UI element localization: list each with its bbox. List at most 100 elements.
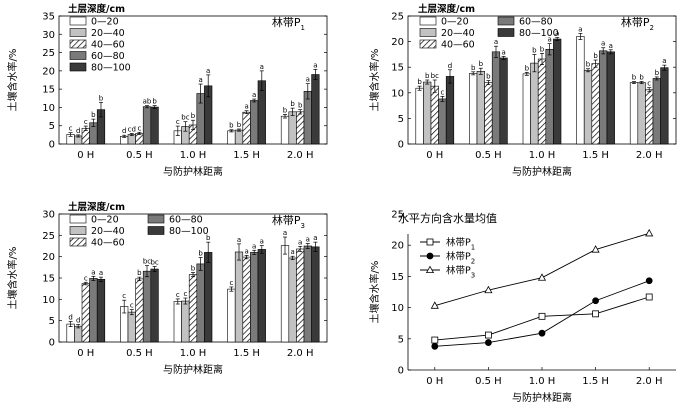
legend-label: 林带P1	[446, 237, 475, 252]
bar	[234, 129, 244, 145]
significance-label: a	[244, 247, 248, 255]
legend-label: 40—60	[91, 238, 125, 249]
y-tick-label: 35	[42, 12, 55, 23]
bar	[476, 70, 485, 145]
bar	[576, 36, 585, 145]
point-triangle	[591, 245, 600, 253]
significance-label: c	[176, 291, 180, 299]
bar	[74, 325, 83, 343]
bar	[89, 278, 98, 343]
x-tick-label: 1.0 H	[180, 348, 207, 359]
x-axis-title: 与防护林距离	[512, 165, 572, 178]
significance-label: c	[183, 290, 187, 298]
legend-swatch	[497, 16, 515, 26]
bar	[227, 130, 236, 145]
bar	[250, 252, 259, 343]
bar	[150, 268, 159, 343]
x-tick-label: 0 H	[77, 150, 94, 161]
significance-label: a	[260, 63, 264, 71]
legend-label: 林带P2	[446, 251, 475, 266]
bar	[227, 288, 236, 343]
point-circle	[484, 339, 492, 346]
y-tick-label: 25	[42, 48, 55, 59]
chart-panel-1: 0 5 10 15 20 25 30 35 0 H 0.5 H 1.0 H 1.5 H 2.0 H 与防护…	[6, 3, 328, 178]
point-square	[645, 293, 653, 301]
significance-label: bc	[150, 258, 158, 266]
significance-label: b	[206, 234, 211, 242]
legend-title: 土层深度/cm	[68, 201, 125, 213]
bar	[188, 274, 198, 343]
significance-label: a	[237, 236, 241, 244]
legend-swatch	[69, 214, 87, 224]
x-tick-label: 1.5 H	[233, 348, 260, 359]
significance-label: b	[229, 122, 234, 130]
significance-label: a	[198, 76, 202, 84]
bar	[311, 246, 320, 343]
bar	[545, 48, 554, 145]
bar	[423, 81, 432, 145]
significance-label: a	[662, 57, 666, 65]
significance-label: b	[540, 45, 545, 53]
legend-label: 0—20	[91, 215, 119, 226]
significance-label: b	[586, 61, 591, 69]
legend-title: 土层深度/cm	[68, 3, 125, 15]
legend-label: 20—40	[441, 28, 475, 39]
legend-swatch	[69, 39, 87, 49]
significance-label: a	[244, 103, 248, 111]
panel-title: 林带P3	[272, 213, 305, 230]
legend-swatch	[69, 51, 87, 60]
y-tick-label: 20	[42, 66, 55, 77]
bar	[242, 256, 251, 343]
bar	[142, 270, 152, 343]
bar	[522, 73, 531, 145]
significance-label: b	[290, 100, 295, 108]
x-tick-label: 2.0 H	[636, 376, 663, 387]
bar	[296, 248, 305, 343]
significance-label: b	[298, 102, 303, 110]
bar	[150, 106, 159, 145]
point-circle	[592, 297, 599, 305]
significance-label: b	[191, 112, 196, 120]
y-axis-title: 土壤含水率/%	[368, 49, 381, 112]
panel-title: 水平方向含水量均值	[398, 211, 497, 225]
significance-label: b	[237, 121, 242, 129]
bar	[311, 74, 320, 145]
significance-label: b	[532, 46, 537, 54]
x-tick-label: 1.0 H	[529, 376, 556, 387]
x-tick-label: 0 H	[426, 150, 443, 161]
significance-label: a	[306, 76, 310, 84]
y-tick-label: 10	[391, 303, 404, 314]
y-tick-label: 25	[42, 231, 55, 242]
bar	[491, 51, 501, 145]
bar	[96, 278, 106, 343]
y-tick-label: 15	[42, 274, 55, 285]
significance-label: b	[479, 60, 484, 68]
y-tick-label: 0	[398, 140, 404, 151]
bar	[583, 69, 593, 145]
legend-swatch	[69, 28, 87, 37]
legend-swatch	[419, 16, 437, 26]
legend-label: 60—80	[91, 51, 125, 62]
legend-label: 40—60	[441, 40, 475, 51]
bar	[204, 252, 213, 343]
bar	[553, 38, 562, 145]
significance-label: b	[191, 264, 196, 272]
significance-label: d	[76, 317, 80, 325]
chart-panel-4: 0 5 10 15 20 25 0 H 0.5 H 1.0 H 1.5 H 2.0 H 与防护林距离 土…	[368, 210, 676, 404]
significance-label: c	[69, 125, 73, 133]
significance-label: a	[290, 248, 294, 256]
y-axis-title: 土壤含水率/%	[6, 247, 19, 310]
legend-label: 60—80	[169, 215, 203, 226]
legend-label: 20—40	[91, 226, 125, 237]
point-circle	[645, 277, 653, 285]
bar	[438, 98, 447, 145]
bar	[591, 63, 600, 145]
x-tick-label: 0 H	[426, 376, 443, 387]
legend-swatch	[69, 62, 87, 72]
x-tick-label: 0.5 H	[475, 150, 502, 161]
legend-label: 林带P3	[446, 265, 475, 280]
significance-label: b	[152, 98, 157, 106]
bar	[499, 57, 508, 145]
legend-swatch	[419, 39, 437, 49]
